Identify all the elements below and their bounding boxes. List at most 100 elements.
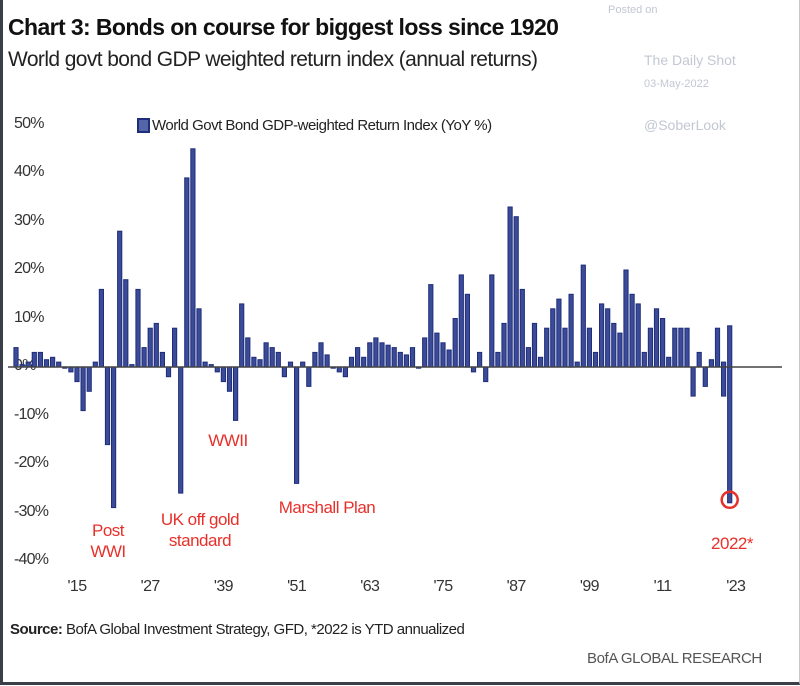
bar-2008 — [641, 351, 647, 368]
bar-1985 — [501, 322, 507, 368]
bar-1921 — [111, 366, 117, 509]
bar-1976 — [446, 349, 452, 368]
bar-1955 — [318, 342, 324, 368]
bar-1945 — [257, 359, 263, 368]
bar-1992 — [544, 327, 550, 368]
bar-1926 — [141, 347, 147, 368]
bar-1946 — [263, 342, 269, 368]
bar-1988 — [519, 288, 525, 368]
bar-1928 — [153, 322, 159, 368]
bar-1908 — [31, 351, 37, 368]
bar-2010 — [653, 308, 660, 368]
bar-1959 — [342, 366, 348, 378]
bar-2014 — [678, 327, 684, 368]
bar-2017 — [696, 351, 702, 368]
y-tick-label: 0% — [14, 357, 36, 374]
bar-1973 — [428, 284, 434, 368]
annotation-uk-off-gold: UK off gold standard — [160, 510, 240, 550]
bar-1983 — [489, 274, 495, 368]
bar-2000 — [592, 351, 599, 368]
watermark-date: 03-May-2022 — [644, 78, 709, 90]
source-text: BofA Global Investment Strategy, GFD, *2… — [66, 621, 465, 638]
bar-1966 — [385, 344, 391, 368]
bar-2009 — [647, 327, 653, 368]
bar-1968 — [397, 351, 403, 368]
bar-1942 — [239, 303, 245, 368]
annotation-wwii: WWII — [208, 431, 248, 450]
bar-1932 — [178, 366, 184, 494]
x-tick-label: '11 — [653, 578, 672, 595]
bar-1956 — [324, 354, 330, 368]
bar-1927 — [147, 327, 153, 368]
bar-1982 — [483, 366, 489, 383]
x-tick-label: '39 — [213, 578, 234, 595]
bar-1947 — [269, 347, 275, 368]
y-tick-label: 40% — [14, 163, 44, 180]
bar-2015 — [684, 327, 690, 368]
bar-1917 — [86, 366, 92, 392]
bar-1967 — [391, 347, 397, 368]
bar-2003 — [611, 322, 617, 368]
bar-1920 — [104, 366, 111, 446]
y-tick-label: 10% — [14, 308, 44, 326]
bar-2001 — [599, 303, 605, 368]
bar-1984 — [495, 351, 501, 368]
bar-2012 — [666, 356, 672, 368]
bar-1981 — [477, 351, 483, 368]
y-tick-label: -20% — [14, 454, 49, 471]
x-tick-label: '87 — [506, 578, 527, 595]
watermark-site: The Daily Shot — [644, 52, 736, 68]
bar-1934 — [190, 148, 196, 368]
bar-1986 — [507, 206, 513, 368]
bar-1991 — [538, 356, 544, 368]
bar-2019 — [708, 359, 714, 368]
bar-1931 — [172, 327, 178, 368]
bar-1965 — [379, 342, 385, 368]
source-note: Source: BofA Global Investment Strategy,… — [10, 621, 465, 638]
bar-1963 — [367, 342, 373, 368]
y-tick-label: -30% — [14, 502, 49, 520]
highlight-circle-2022 — [720, 490, 739, 510]
bar-1960 — [348, 356, 355, 368]
bar-2020 — [714, 327, 721, 368]
bar-2018 — [702, 366, 708, 387]
legend: World Govt Bond GDP-weighted Return Inde… — [137, 117, 492, 134]
bar-1962 — [361, 356, 367, 368]
bar-2005 — [623, 269, 629, 368]
bar-1978 — [458, 274, 464, 368]
bar-1948 — [275, 351, 281, 368]
bar-1974 — [434, 332, 440, 368]
bar-1961 — [355, 347, 361, 368]
bar-1940 — [226, 366, 233, 392]
bar-1990 — [531, 322, 538, 368]
x-tick-label: '23 — [726, 578, 746, 595]
bar-1923 — [123, 279, 129, 368]
source-label: Source: — [10, 621, 63, 638]
bar-1964 — [373, 337, 379, 368]
bar-1939 — [220, 366, 227, 383]
x-tick-label: '27 — [140, 578, 161, 595]
bar-2021 — [721, 366, 727, 397]
bar-1929 — [159, 351, 166, 368]
bar-1916 — [80, 366, 86, 412]
bar-1995 — [562, 327, 568, 368]
bar-1941 — [233, 366, 239, 421]
bar-1910 — [43, 359, 50, 368]
bar-1944 — [251, 356, 257, 368]
bar-2006 — [629, 293, 635, 368]
bar-2002 — [605, 308, 611, 368]
bar-1951 — [294, 366, 300, 484]
bar-1919 — [98, 288, 105, 368]
annotation-marshall-plan: Marshall Plan — [278, 498, 376, 517]
bar-2013 — [672, 327, 678, 368]
y-tick-label: 50% — [14, 114, 44, 132]
watermark-posted-on: Posted on — [608, 4, 658, 16]
bar-1954 — [312, 351, 318, 368]
y-tick-label: 30% — [14, 211, 44, 229]
y-tick-label: -10% — [14, 405, 49, 423]
bar-1994 — [556, 298, 562, 368]
bar-1911 — [50, 356, 56, 368]
bar-1943 — [245, 337, 251, 368]
bar-1953 — [306, 366, 312, 387]
